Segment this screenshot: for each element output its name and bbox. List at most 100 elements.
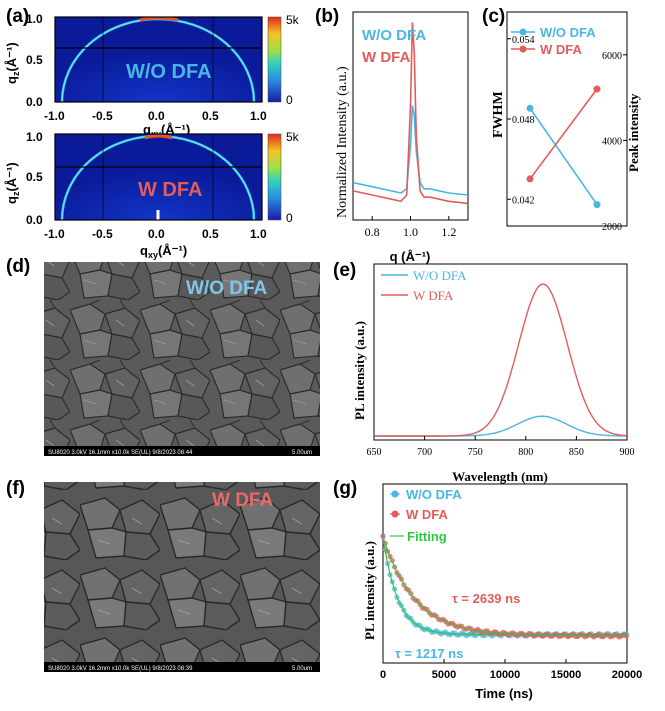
- chart-e-xtick-label-5: 850: [569, 447, 584, 458]
- giwaxs-bottom-ylabel-sub: z: [11, 191, 21, 196]
- chart-c-legend-marker-2: [519, 45, 527, 53]
- chart-c-legend-marker-1: [519, 28, 527, 36]
- giwaxs-top-xtick-4: 0.5: [202, 109, 219, 123]
- chart-g-xtick-label-5: 20000: [612, 669, 643, 681]
- giwaxs-top-xlabel-unit: (Å⁻¹): [161, 122, 190, 137]
- panel-c-label: (c): [482, 6, 505, 27]
- panel-b-label: (b): [315, 6, 339, 27]
- chart-c-ylabel-right: Peak intensity: [626, 93, 641, 172]
- panel-f-label: (f): [6, 478, 25, 499]
- chart-c-series-line-2: [529, 88, 598, 180]
- colorbar-top-max: 5k: [286, 13, 300, 27]
- sem-d-overlay-label: W/O DFA: [186, 278, 268, 299]
- giwaxs-bottom-xticks: -1.0 -0.5 0.0 0.5 1.0: [44, 227, 267, 241]
- giwaxs-bottom-xtick-2: -0.5: [92, 227, 113, 241]
- colorbar-bottom-min: 0: [286, 211, 293, 225]
- chart-c-ytick-label-2: 0.048: [512, 115, 535, 126]
- sem-d-infobar: [44, 446, 320, 456]
- sem-f-scale-text: 5.00um: [292, 666, 312, 672]
- sem-d-info-text: SU8020 3.0kV 16.1mm x10.0k SE(UL) 9/8/20…: [48, 450, 193, 456]
- chart-c-series-line-1: [529, 107, 598, 206]
- chart-b-xtick-label-3: 1.2: [441, 225, 456, 239]
- chart-b-xrd-profile: 0.8 1.0 1.2 q (Å⁻¹) Normalized Intensity (a.…: [335, 11, 469, 264]
- chart-b-series-line-2: [352, 22, 469, 205]
- sem-image-f: SU8020 3.0kV 16.2mm x10.0k SE(UL) 9/8/20…: [44, 482, 320, 672]
- chart-g-fit-line-1: [382, 536, 627, 636]
- chart-g-tau-red: τ = 2639 ns: [452, 591, 520, 606]
- giwaxs-bottom-xtick-3: 0.0: [148, 227, 165, 241]
- chart-b-ylabel: Normalized Intensity (a.u.): [335, 66, 350, 218]
- chart-g-point-2-106: [623, 633, 630, 639]
- sem-f-infobar: [44, 662, 320, 672]
- chart-e-legend-2: W DFA: [413, 288, 454, 303]
- giwaxs-top-ylabel-main: q: [4, 76, 19, 84]
- chart-g-xlabel: Time (ns): [475, 686, 533, 701]
- giwaxs-top-background: [55, 17, 262, 102]
- chart-g-legend-fit: Fitting: [407, 529, 447, 544]
- giwaxs-bottom-xtick-5: 1.0: [250, 227, 267, 241]
- chart-c-legend-2: W DFA: [540, 42, 582, 57]
- giwaxs-top-ytick-2: 0.5: [26, 53, 43, 67]
- chart-c-ytick-right-label-3: 6000: [602, 51, 622, 62]
- chart-e-ylabel: PL intensity (a.u.): [352, 321, 367, 420]
- chart-g-legend-2: W DFA: [406, 507, 448, 522]
- chart-g-legend-marker-2: [391, 510, 399, 518]
- chart-g-xtick-label-3: 10000: [490, 669, 521, 681]
- giwaxs-bottom-xlabel: qxy(Å⁻¹): [140, 243, 187, 260]
- giwaxs-top-ylabel-sub: z: [11, 71, 21, 76]
- chart-e-xlabel: Wavelength (nm): [452, 469, 548, 484]
- giwaxs-bottom-xlabel-unit: (Å⁻¹): [158, 243, 187, 258]
- sem-d-scale-text: 5.00um: [292, 450, 312, 456]
- giwaxs-top-ytick-1: 1.0: [26, 12, 43, 26]
- chart-b-xlabel: q (Å⁻¹): [390, 249, 431, 264]
- chart-c-ytick-label-1: 0.042: [512, 195, 535, 206]
- chart-c-ytick-right-label-2: 4000: [602, 136, 622, 147]
- chart-e-xtick-label-2: 700: [417, 447, 432, 458]
- giwaxs-top-yticks: 1.0 0.5 0.0: [26, 12, 43, 109]
- chart-c-ytick-right-label-1: 2000: [602, 222, 622, 233]
- chart-g-xtick-label-1: 0: [380, 669, 386, 681]
- chart-c-legend-1: W/O DFA: [540, 25, 596, 40]
- colorbar-top: [267, 16, 282, 103]
- giwaxs-bottom-ylabel-main: q: [4, 196, 19, 204]
- chart-g-legend-marker-1: [391, 490, 399, 498]
- chart-e-xtick-label-3: 750: [468, 447, 483, 458]
- sem-image-d: SU8020 3.0kV 16.1mm x10.0k SE(UL) 9/8/20…: [44, 262, 320, 456]
- chart-g-tau-blue: τ = 1217 ns: [395, 646, 463, 661]
- chart-g-trpl: 0 5000 10000 15000 20000 Time (ns) PL intensit…: [362, 483, 643, 701]
- giwaxs-bottom-frame: [54, 133, 263, 221]
- sem-f-info-text: SU8020 3.0kV 16.2mm x10.0k SE(UL) 9/8/20…: [48, 666, 193, 672]
- giwaxs-top-peak: [139, 16, 179, 22]
- giwaxs-top-xtick-2: -0.5: [92, 109, 113, 123]
- giwaxs-top-xtick-3: 0.0: [148, 109, 165, 123]
- chart-c-point-2-2: [593, 85, 601, 93]
- chart-c-point-2-1: [526, 175, 534, 183]
- giwaxs-bottom-background: [55, 134, 262, 220]
- chart-b-xtick-label-1: 0.8: [365, 225, 380, 239]
- giwaxs-bottom-ylabel-unit: (Å⁻¹): [4, 162, 19, 191]
- giwaxs-bottom-ylabel: qz(Å⁻¹): [4, 162, 21, 204]
- colorbar-bottom: [267, 133, 282, 221]
- chart-g-xtick-label-4: 15000: [551, 669, 582, 681]
- giwaxs-bottom-yticks: 1.0 0.5 0.0: [26, 130, 43, 227]
- chart-e-legend-1: W/O DFA: [413, 268, 467, 283]
- chart-g-point-2-1: [380, 533, 386, 539]
- chart-b-legend-2: W DFA: [362, 49, 410, 66]
- colorbar-top-min: 0: [286, 93, 293, 107]
- giwaxs-top-xtick-5: 1.0: [250, 109, 267, 123]
- chart-c-ylabel: FWHM: [491, 91, 506, 138]
- panel-d-label: (d): [6, 256, 30, 277]
- sem-f-micrograph: [44, 482, 320, 672]
- giwaxs-bottom-ytick-2: 0.5: [26, 170, 43, 184]
- chart-g-legend-1: W/O DFA: [406, 487, 462, 502]
- chart-c-point-1-2: [593, 201, 601, 209]
- giwaxs-bottom-peak: [144, 134, 173, 140]
- panel-a-label: (a): [6, 6, 29, 27]
- giwaxs-top-sample-label: W/O DFA: [126, 61, 212, 83]
- giwaxs-top-xlabel-main: q: [143, 122, 151, 137]
- panel-g-label: (g): [333, 478, 357, 499]
- giwaxs-bottom-xlabel-main: q: [140, 243, 148, 258]
- chart-c-ytick-label-3: 0.054: [512, 35, 535, 46]
- giwaxs-top-ylabel: qz(Å⁻¹): [4, 42, 21, 84]
- chart-g-xtick-label-2: 5000: [432, 669, 456, 681]
